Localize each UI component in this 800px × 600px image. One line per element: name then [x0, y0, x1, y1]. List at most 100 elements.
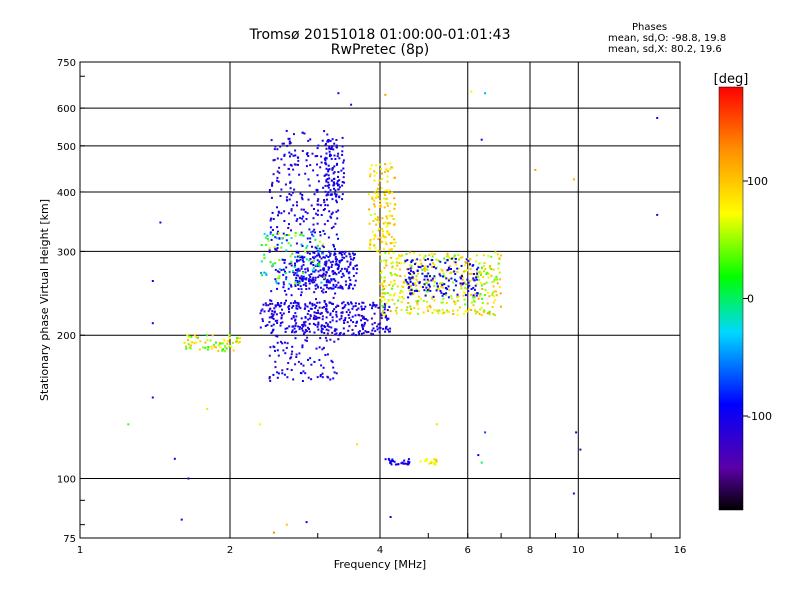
- data-point: [268, 250, 271, 253]
- data-point: [335, 139, 338, 141]
- data-point: [276, 322, 279, 324]
- data-point: [238, 337, 240, 340]
- data-point: [382, 233, 385, 236]
- data-point: [320, 274, 323, 277]
- data-point: [487, 254, 490, 257]
- data-point: [435, 309, 438, 312]
- data-point: [288, 142, 291, 145]
- data-point: [329, 153, 331, 156]
- data-point: [381, 283, 384, 286]
- data-point: [423, 267, 426, 270]
- data-point: [471, 278, 474, 281]
- data-point: [295, 322, 298, 325]
- data-point: [288, 325, 291, 328]
- data-point: [333, 142, 336, 145]
- data-point: [230, 346, 233, 349]
- data-point: [379, 282, 382, 285]
- data-point: [408, 289, 411, 292]
- data-point: [415, 284, 418, 287]
- colorbar-tick-label: 0: [747, 293, 754, 306]
- data-point: [309, 164, 312, 167]
- data-point: [296, 269, 299, 272]
- data-point: [328, 183, 331, 186]
- data-point: [295, 242, 298, 245]
- data-point: [286, 376, 289, 379]
- data-point: [386, 232, 389, 234]
- data-point: [307, 376, 310, 379]
- data-point: [300, 288, 303, 291]
- data-point: [372, 220, 375, 222]
- data-point: [204, 346, 207, 349]
- data-point: [300, 231, 303, 234]
- data-point: [418, 295, 421, 298]
- data-point: [446, 309, 449, 312]
- data-point: [294, 282, 297, 285]
- data-point: [369, 214, 372, 216]
- data-point: [453, 254, 456, 257]
- data-point: [484, 288, 487, 291]
- data-point: [328, 177, 331, 180]
- data-point: [324, 161, 327, 164]
- data-point: [317, 209, 319, 212]
- data-point: [305, 159, 308, 162]
- data-point: [381, 227, 384, 230]
- data-point: [465, 261, 468, 264]
- data-point: [384, 316, 387, 319]
- x-tick-label: 2: [227, 545, 233, 556]
- data-point: [386, 292, 389, 294]
- data-point: [294, 281, 297, 283]
- data-point: [407, 287, 410, 289]
- data-point: [314, 318, 317, 321]
- y-tick-label: 750: [57, 58, 76, 69]
- data-point: [307, 358, 309, 361]
- data-point: [433, 309, 436, 311]
- data-point: [382, 235, 385, 238]
- data-point: [480, 314, 483, 316]
- data-point: [285, 293, 288, 296]
- data-point: [383, 266, 386, 269]
- data-point: [311, 304, 314, 307]
- data-point: [410, 269, 412, 272]
- data-point: [327, 181, 330, 184]
- data-point: [384, 313, 387, 316]
- data-point: [282, 283, 285, 286]
- data-point: [322, 269, 325, 272]
- data-point: [381, 305, 384, 307]
- data-point: [481, 288, 484, 290]
- data-point: [379, 205, 382, 208]
- data-point: [259, 312, 262, 315]
- data-point: [441, 282, 444, 285]
- data-point: [221, 349, 224, 352]
- data-point: [388, 252, 390, 255]
- data-point: [426, 306, 429, 308]
- data-point: [292, 204, 295, 207]
- data-point: [325, 281, 328, 284]
- data-point: [264, 302, 267, 305]
- data-point: [335, 263, 338, 266]
- data-point: [453, 300, 456, 303]
- data-point: [459, 282, 462, 285]
- data-point: [195, 341, 198, 344]
- data-point: [265, 273, 268, 276]
- data-point: [496, 282, 499, 285]
- data-point: [292, 316, 295, 319]
- data-point: [480, 138, 483, 141]
- data-point: [315, 264, 318, 267]
- data-point: [341, 287, 344, 290]
- data-point: [283, 373, 286, 376]
- data-point: [186, 334, 189, 337]
- y-axis-label: Stationary phase Virtual Height [km]: [38, 199, 51, 401]
- data-point: [342, 176, 345, 179]
- data-point: [269, 346, 272, 349]
- data-point: [423, 270, 426, 272]
- data-point: [269, 231, 272, 234]
- data-point: [340, 253, 343, 256]
- data-point: [316, 222, 319, 225]
- data-point: [439, 290, 442, 292]
- data-point: [408, 251, 411, 254]
- data-point: [206, 408, 209, 410]
- data-point: [321, 306, 324, 309]
- data-point: [311, 245, 313, 248]
- data-point: [283, 154, 286, 157]
- data-point: [447, 268, 450, 271]
